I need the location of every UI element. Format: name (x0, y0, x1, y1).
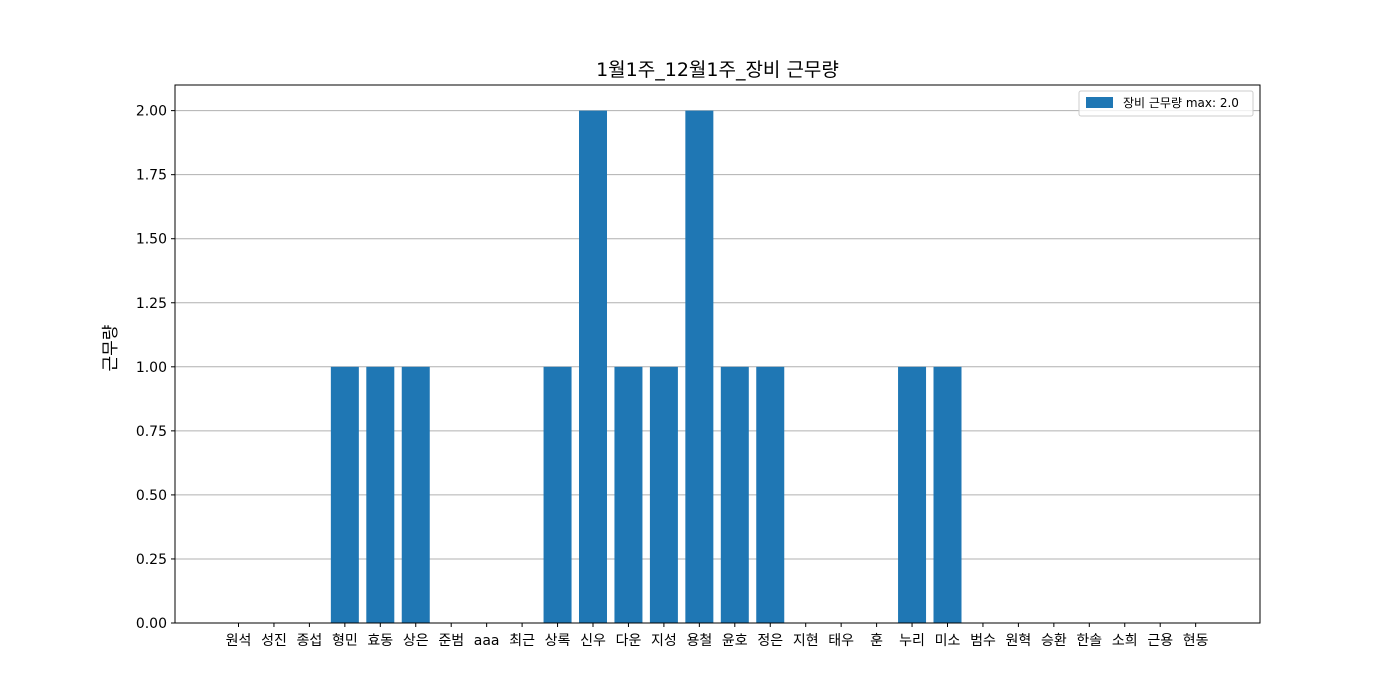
x-tick-label: 범수 (970, 633, 996, 649)
chart-title: 1월1주_12월1주_장비 근무량 (596, 59, 839, 81)
bar (401, 366, 430, 623)
bar (543, 366, 572, 623)
x-tick-label: 정은 (757, 633, 783, 649)
bar (579, 110, 607, 624)
y-tick-label: 2.00 (136, 104, 167, 120)
x-tick-label: 용철 (686, 633, 712, 649)
x-tick-label: 미소 (935, 633, 961, 649)
x-tick-label: 다운 (616, 633, 642, 649)
x-tick-label: 상은 (403, 633, 429, 649)
bar (898, 366, 927, 623)
bar (720, 366, 749, 623)
x-tick-label: 지성 (651, 633, 677, 649)
y-tick-label: 1.00 (136, 360, 167, 376)
bar (685, 110, 714, 624)
y-tick-label: 1.75 (136, 168, 167, 184)
bar (614, 366, 643, 623)
x-axis-ticks: 원석 성진 종섭 형민 효동 상은 준범 aaa 최근 상록 신우 다운 지성 용철 윤호 정은 지현 태우 훈 누리… (226, 623, 1209, 649)
y-tick-label: 0.00 (136, 616, 167, 632)
x-tick-label: 누리 (899, 633, 925, 649)
bars (330, 110, 962, 624)
legend-box (1078, 90, 1254, 117)
bar (649, 366, 678, 623)
legend-label: 장비 근무량 max: 2.0 (1123, 96, 1239, 110)
bar (756, 366, 785, 623)
x-tick-label: aaa (474, 633, 500, 649)
x-tick-label: 형민 (332, 633, 358, 649)
x-tick-label: 원혁 (1006, 633, 1032, 649)
x-tick-label: 상록 (545, 633, 571, 649)
plot-area-frame (174, 84, 1261, 624)
legend: 장비 근무량 max: 2.0 (1078, 90, 1254, 117)
x-tick-label: 태우 (828, 633, 854, 649)
x-tick-label: 한솔 (1076, 633, 1102, 649)
x-tick-label: 준범 (438, 633, 464, 649)
x-tick-label: 종섭 (297, 633, 323, 649)
x-tick-label: 근용 (1147, 633, 1173, 649)
y-axis-ticks: 0.00 0.25 0.50 0.75 1.00 1.25 1.50 1.75 2.00 (136, 104, 175, 632)
x-tick-label: 성진 (261, 633, 287, 649)
x-tick-label: 윤호 (722, 633, 748, 649)
x-tick-label: 원석 (226, 633, 252, 649)
y-axis-label: 근무량 (101, 324, 121, 371)
y-tick-label: 0.25 (136, 552, 167, 568)
x-tick-label: 신우 (580, 633, 606, 649)
y-tick-label: 0.50 (136, 488, 167, 504)
y-tick-label: 1.25 (136, 296, 167, 312)
y-tick-label: 0.75 (136, 424, 167, 440)
x-tick-label: 지현 (793, 633, 819, 649)
bar (933, 366, 962, 623)
x-tick-label: 현동 (1183, 633, 1209, 649)
x-tick-label: 승환 (1041, 633, 1067, 649)
x-tick-label: 소희 (1112, 633, 1138, 649)
x-tick-label: 최근 (509, 633, 535, 649)
bar (366, 366, 395, 623)
bar (330, 366, 359, 623)
x-tick-label: 훈 (870, 633, 883, 649)
legend-swatch (1086, 97, 1113, 108)
x-tick-label: 효동 (367, 633, 393, 649)
y-tick-label: 1.50 (136, 232, 167, 248)
